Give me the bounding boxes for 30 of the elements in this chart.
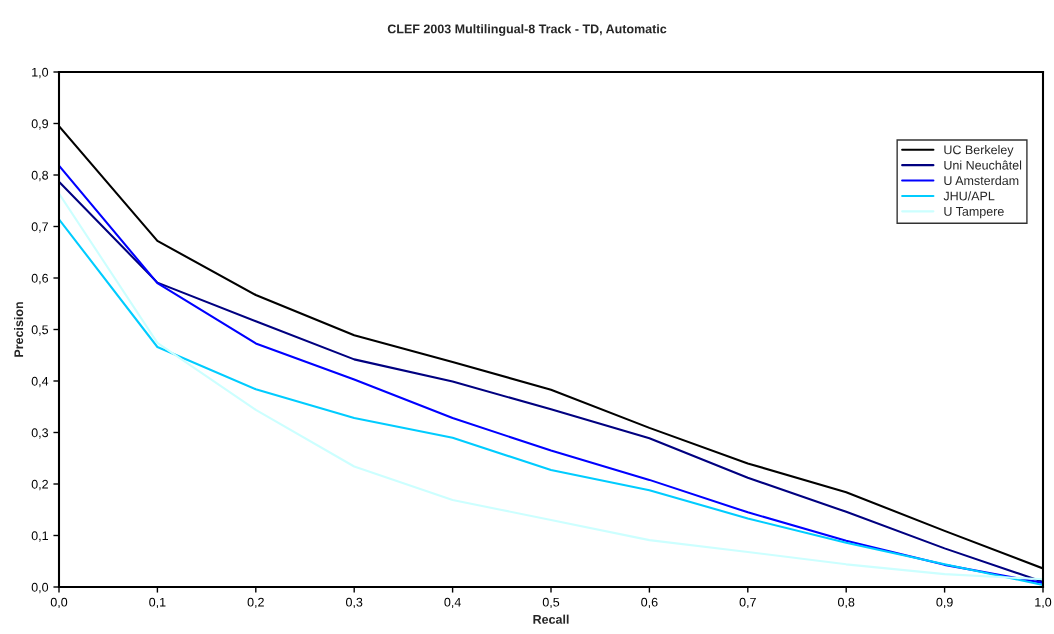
x-tick-label: 0,6 bbox=[641, 597, 658, 609]
y-tick-label: 0,5 bbox=[31, 325, 49, 336]
y-axis-title: Precision bbox=[14, 302, 24, 357]
y-tick-label: 1,0 bbox=[32, 67, 49, 79]
y-tick-label: 0,0 bbox=[31, 582, 49, 594]
legend-label: U Tampere bbox=[944, 207, 1004, 219]
x-tick-label: 0,9 bbox=[936, 597, 953, 609]
y-tick-label: 0,8 bbox=[31, 170, 49, 182]
y-tick-label: 0,3 bbox=[31, 428, 49, 439]
y-tick-label: 0,2 bbox=[31, 479, 48, 491]
y-tick-label: 0,4 bbox=[31, 376, 49, 388]
y-tick-label: 0,6 bbox=[31, 273, 49, 285]
y-tick-label: 0,1 bbox=[31, 531, 48, 542]
chart-title: CLEF 2003 Multilingual-8 Track - TD, Automatic bbox=[387, 24, 667, 36]
x-tick-label: 0,4 bbox=[444, 597, 461, 609]
x-tick-label: 0,8 bbox=[838, 597, 855, 609]
x-tick-label: 0,2 bbox=[247, 597, 264, 609]
legend-label: UC Berkeley bbox=[944, 145, 1014, 157]
y-tick-label: 0,9 bbox=[31, 119, 48, 130]
x-tick-label: 0,0 bbox=[50, 597, 68, 609]
x-tick-label: 0,5 bbox=[542, 597, 560, 609]
x-tick-label: 0,3 bbox=[346, 597, 363, 609]
x-axis-title: Recall bbox=[533, 614, 569, 624]
x-tick-label: 0,1 bbox=[149, 597, 166, 609]
legend-label: Uni Neuchâtel bbox=[944, 160, 1022, 170]
x-tick-label: 1,0 bbox=[1035, 597, 1052, 609]
x-tick-label: 0,7 bbox=[739, 597, 756, 609]
legend-label: U Amsterdam bbox=[944, 175, 1019, 186]
legend-label: JHU/APL bbox=[943, 191, 995, 201]
y-tick-label: 0,7 bbox=[31, 222, 48, 233]
